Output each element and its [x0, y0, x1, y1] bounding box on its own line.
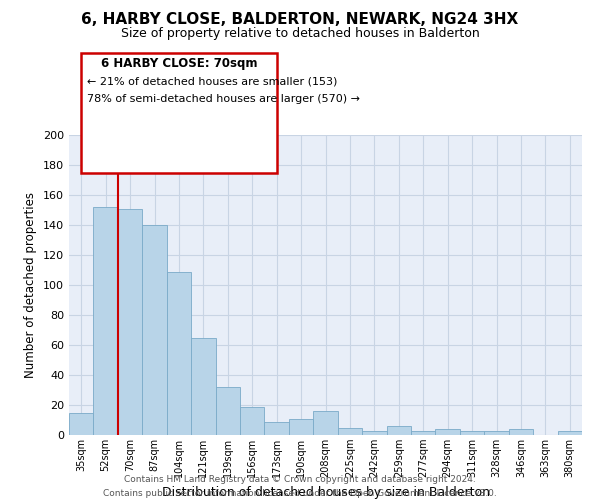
Bar	[362, 430, 386, 435]
Text: 6 HARBY CLOSE: 70sqm: 6 HARBY CLOSE: 70sqm	[101, 58, 257, 70]
Bar	[411, 430, 436, 435]
Bar	[215, 387, 240, 435]
Bar	[557, 430, 582, 435]
X-axis label: Distribution of detached houses by size in Balderton: Distribution of detached houses by size …	[161, 486, 490, 498]
Bar	[265, 422, 289, 435]
Bar	[313, 411, 338, 435]
Bar	[386, 426, 411, 435]
Bar	[436, 429, 460, 435]
Y-axis label: Number of detached properties: Number of detached properties	[25, 192, 37, 378]
Bar	[118, 208, 142, 435]
Bar	[460, 430, 484, 435]
Bar	[142, 225, 167, 435]
Text: Size of property relative to detached houses in Balderton: Size of property relative to detached ho…	[121, 28, 479, 40]
Text: ← 21% of detached houses are smaller (153): ← 21% of detached houses are smaller (15…	[87, 76, 338, 86]
Bar	[191, 338, 215, 435]
Bar	[167, 272, 191, 435]
Text: 78% of semi-detached houses are larger (570) →: 78% of semi-detached houses are larger (…	[87, 94, 360, 104]
Bar	[94, 207, 118, 435]
Bar	[69, 412, 94, 435]
Bar	[509, 429, 533, 435]
Text: 6, HARBY CLOSE, BALDERTON, NEWARK, NG24 3HX: 6, HARBY CLOSE, BALDERTON, NEWARK, NG24 …	[82, 12, 518, 28]
Text: Contains HM Land Registry data © Crown copyright and database right 2024.
Contai: Contains HM Land Registry data © Crown c…	[103, 476, 497, 498]
Bar	[338, 428, 362, 435]
Bar	[289, 418, 313, 435]
Bar	[240, 406, 265, 435]
Bar	[484, 430, 509, 435]
